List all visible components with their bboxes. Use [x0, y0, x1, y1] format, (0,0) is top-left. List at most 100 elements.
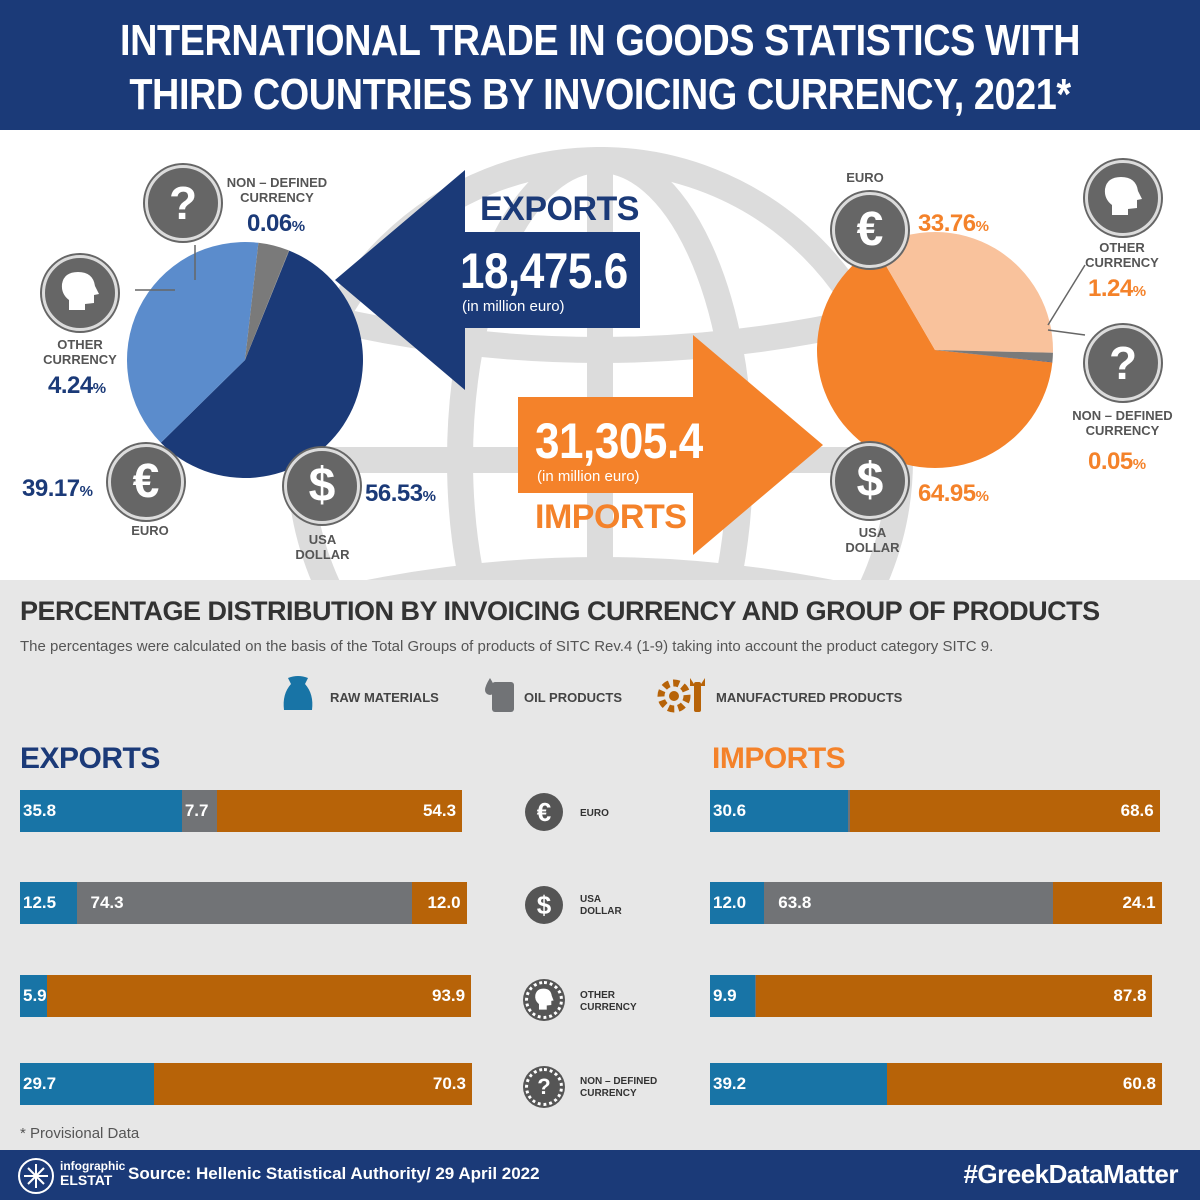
pie-slice-usa-dollar: [160, 250, 363, 478]
bar-value-label: 63.8: [778, 893, 812, 912]
legend-raw-materials: RAW MATERIALS: [330, 690, 439, 705]
bar-value-label: 74.3: [90, 893, 124, 912]
mid-usa-label-line2: DOLLAR: [580, 906, 622, 917]
head-icon: [525, 981, 563, 1019]
bar-value-label: 70.3: [432, 1074, 466, 1093]
question-icon: ?: [525, 1068, 563, 1106]
imports-arrow-label: IMPORTS: [535, 498, 687, 536]
logo-text-line1: infographic: [60, 1159, 126, 1173]
import-other-pct: 1.24%: [1088, 275, 1146, 303]
export-euro-pct: 39.17%: [22, 475, 93, 503]
imports-arrow: [518, 335, 823, 555]
percent-sign: %: [79, 483, 93, 500]
percent-sign: %: [291, 218, 305, 235]
header-banner: INTERNATIONAL TRADE IN GOODS STATISTICS …: [0, 0, 1200, 130]
pie-slice-other-currency: [245, 242, 289, 360]
bar-value-label: 54.3: [422, 801, 457, 820]
import-euro-label: EURO: [846, 170, 884, 185]
export-nondefined-value: 0.06: [247, 210, 292, 237]
mid-euro-label: EURO: [580, 808, 609, 819]
import-usa-value: 64.95: [918, 480, 976, 507]
bar-segment-raw-materials: 29.7: [20, 1063, 155, 1105]
bar-value-label: 5.9: [23, 986, 47, 1005]
import-nondefined-label: NON – DEFINED CURRENCY: [1072, 408, 1173, 438]
oil-barrel-icon: [482, 676, 518, 714]
exports-pie-slices: [127, 242, 363, 478]
percent-sign: %: [975, 218, 989, 235]
elstat-logo-icon: [18, 1158, 54, 1194]
mid-usa-label: USA DOLLAR: [580, 894, 622, 918]
exports-total-value: 18,475.6: [460, 243, 628, 299]
export-nondefined-pct: 0.06%: [247, 210, 305, 238]
top-section: EXPORTS 18,475.6 (in million euro) 31,30…: [0, 130, 1200, 580]
export-usa-label: USA DOLLAR: [295, 532, 350, 562]
bar-value-label: 12.0: [427, 893, 461, 912]
bar-value-label: 35.8: [23, 801, 57, 820]
bar-value-label: 7.7: [184, 801, 209, 820]
bar-segment-manufactured-products: 60.8: [887, 1063, 1162, 1105]
legend-manufactured-products: MANUFACTURED PRODUCTS: [716, 690, 903, 705]
bar-segment-raw-materials: 12.0: [710, 882, 765, 924]
import-euro-value: 33.76: [918, 210, 976, 237]
stacked-bar-non-defined-currency: 39.2 60.8: [710, 1063, 1162, 1105]
imports-total-value: 31,305.4: [535, 413, 703, 469]
percent-sign: %: [975, 488, 989, 505]
bar-segment-raw-materials: 12.5: [20, 882, 77, 924]
bar-value-label: 93.9: [431, 986, 466, 1005]
mid-usa-label-line1: USA: [580, 894, 602, 905]
imports-bars-header: IMPORTS: [712, 742, 846, 775]
pie-slice-euro: [127, 242, 259, 443]
bar-segment-manufactured-products: 87.8: [755, 975, 1153, 1017]
head-icon: [42, 255, 118, 331]
bar-segment-manufactured-products: 12.0: [412, 882, 467, 924]
export-usa-pct: 56.53%: [365, 480, 436, 508]
pie-leader-lines: [135, 245, 1086, 336]
mid-nondefined-label: NON – DEFINED CURRENCY: [580, 1076, 657, 1100]
export-other-value: 4.24: [48, 372, 93, 399]
pie-slice-non-defined-currency: [245, 250, 290, 360]
imports-pie-chart: [817, 232, 1053, 468]
euro-icon: €: [832, 192, 908, 268]
bar-value-label: 30.6: [713, 801, 747, 820]
mid-nondefined-label-line1: NON – DEFINED: [580, 1076, 658, 1087]
bar-value-label: 29.7: [23, 1074, 57, 1093]
dollar-icon: $: [284, 448, 360, 524]
section-title: PERCENTAGE DISTRIBUTION BY INVOICING CUR…: [20, 596, 1100, 626]
source-text: Source: Hellenic Statistical Authority/ …: [128, 1164, 540, 1183]
pie-slice-euro: [875, 232, 1053, 353]
import-nondefined-pct: 0.05%: [1088, 448, 1146, 476]
stacked-bar-usa-dollar: 12.0 63.8 24.1: [710, 882, 1162, 924]
exports-pie-chart: [127, 242, 363, 478]
percent-sign: %: [1132, 456, 1146, 473]
bar-segment-oil-products: 74.3: [76, 882, 413, 924]
stacked-bar-non-defined-currency: 29.7 70.3: [20, 1063, 472, 1105]
percent-sign: %: [422, 488, 436, 505]
bar-value-label: 60.8: [1122, 1074, 1156, 1093]
pie-slice-usa-dollar: [817, 247, 1053, 468]
euro-icon: €: [525, 793, 563, 831]
bar-segment-manufactured-products: 24.1: [1052, 882, 1162, 924]
question-icon: ?: [1085, 325, 1161, 401]
footer-bar: infographic ELSTAT Source: Hellenic Stat…: [0, 1150, 1200, 1200]
gear-wrench-icon: [656, 674, 708, 716]
head-icon: [1085, 160, 1161, 236]
dollar-icon: $: [832, 443, 908, 519]
import-nondefined-value: 0.05: [1088, 448, 1133, 475]
export-other-pct: 4.24%: [48, 372, 106, 400]
provisional-note: * Provisional Data: [20, 1125, 140, 1142]
pie-slice-non-defined-currency: [935, 350, 1053, 363]
legend-oil-products: OIL PRODUCTS: [524, 690, 622, 705]
bar-value-label: 12.0: [713, 893, 747, 912]
section-note: The percentages were calculated on the b…: [20, 638, 994, 655]
imports-pie-slices: [817, 232, 1053, 468]
import-other-value: 1.24: [1088, 275, 1133, 302]
bar-segment-manufactured-products: 68.6: [849, 790, 1160, 832]
bar-segment-raw-materials: 9.9: [710, 975, 755, 1017]
bar-segment-raw-materials: 35.8: [20, 790, 182, 832]
title-line-1: INTERNATIONAL TRADE IN GOODS STATISTICS …: [119, 16, 1080, 65]
mid-other-label-line1: OTHER: [580, 990, 615, 1001]
bar-value-label: 12.5: [23, 893, 57, 912]
bar-segment-raw-materials: 30.6: [710, 790, 849, 832]
exports-bars-header: EXPORTS: [20, 742, 160, 775]
pie-slice-other-currency: [935, 350, 1053, 362]
